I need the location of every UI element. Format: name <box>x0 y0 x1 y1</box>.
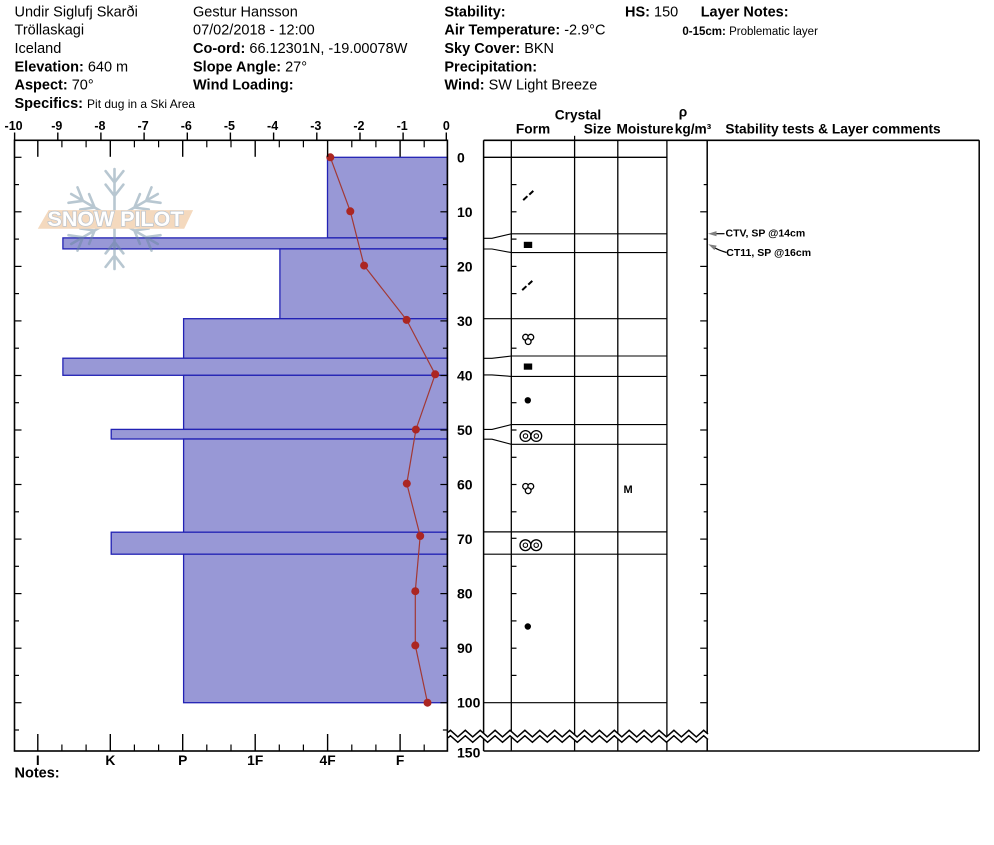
svg-text:-6: -6 <box>181 119 192 133</box>
svg-text:0: 0 <box>457 149 465 165</box>
svg-text:SNOW PILOT: SNOW PILOT <box>48 207 184 231</box>
svg-text:CT11, SP @16cm: CT11, SP @16cm <box>726 247 811 259</box>
svg-text:Stability tests & Layer commen: Stability tests & Layer comments <box>725 122 941 137</box>
svg-text:Specifics: Pit dug in a Ski Ar: Specifics: Pit dug in a Ski Area <box>15 96 196 112</box>
svg-text:Undir Siglufj Skarði: Undir Siglufj Skarði <box>15 4 138 20</box>
svg-text:Aspect: 70°: Aspect: 70° <box>15 78 94 94</box>
svg-text:HS: 150: HS: 150 <box>625 4 678 20</box>
svg-text:I: I <box>36 753 40 768</box>
svg-text:-4: -4 <box>267 119 278 133</box>
svg-text:-8: -8 <box>94 119 105 133</box>
svg-text:50: 50 <box>457 422 473 438</box>
svg-text:10: 10 <box>457 204 473 220</box>
svg-text:-5: -5 <box>224 119 235 133</box>
svg-text:Size: Size <box>584 122 612 137</box>
svg-text:20: 20 <box>457 258 473 274</box>
svg-text:kg/m³: kg/m³ <box>675 122 712 137</box>
svg-text:100: 100 <box>457 695 481 711</box>
svg-text:M: M <box>624 484 633 496</box>
svg-text:Crystal: Crystal <box>555 108 601 123</box>
svg-text:F: F <box>396 753 404 768</box>
svg-text:Iceland: Iceland <box>15 41 62 57</box>
svg-text:07/02/2018 - 12:00: 07/02/2018 - 12:00 <box>193 23 315 39</box>
svg-text:Notes:: Notes: <box>15 766 60 782</box>
svg-text:Stability:: Stability: <box>444 4 505 20</box>
svg-text:Air Temperature: -2.9°C: Air Temperature: -2.9°C <box>444 23 605 39</box>
svg-text:1F: 1F <box>247 753 263 768</box>
svg-text:4F: 4F <box>320 753 336 768</box>
svg-text:Elevation: 640 m: Elevation: 640 m <box>15 59 129 75</box>
svg-text:-9: -9 <box>51 119 62 133</box>
svg-text:80: 80 <box>457 586 473 602</box>
svg-text:-7: -7 <box>138 119 149 133</box>
svg-text:-3: -3 <box>310 119 321 133</box>
svg-text:40: 40 <box>457 368 473 384</box>
svg-text:30: 30 <box>457 313 473 329</box>
svg-text:-1: -1 <box>397 119 408 133</box>
svg-text:70: 70 <box>457 531 473 547</box>
svg-text:60: 60 <box>457 477 473 493</box>
svg-text:K: K <box>105 753 115 768</box>
svg-text:Sky Cover: BKN: Sky Cover: BKN <box>444 41 554 57</box>
svg-text:150: 150 <box>457 744 481 760</box>
svg-text:Wind Loading:: Wind Loading: <box>193 78 294 94</box>
svg-text:Slope Angle: 27°: Slope Angle: 27° <box>193 59 307 75</box>
svg-text:0-15cm: Problematic layer: 0-15cm: Problematic layer <box>682 26 818 38</box>
svg-text:P: P <box>178 753 187 768</box>
svg-text:-10: -10 <box>5 119 23 133</box>
svg-text:Moisture: Moisture <box>616 122 673 137</box>
svg-text:90: 90 <box>457 640 473 656</box>
svg-text:Tröllaskagi: Tröllaskagi <box>15 23 85 39</box>
svg-text:CTV, SP @14cm: CTV, SP @14cm <box>726 227 806 239</box>
svg-text:Precipitation:: Precipitation: <box>444 59 537 75</box>
svg-text:Layer Notes:: Layer Notes: <box>701 4 789 20</box>
svg-text:0: 0 <box>443 119 450 133</box>
svg-text:Co-ord: 66.12301N, -19.00078W: Co-ord: 66.12301N, -19.00078W <box>193 41 408 57</box>
svg-text:ρ: ρ <box>679 105 687 120</box>
svg-text:-2: -2 <box>353 119 364 133</box>
svg-text:Wind: SW Light Breeze: Wind: SW Light Breeze <box>444 78 597 94</box>
svg-text:Form: Form <box>516 122 550 137</box>
svg-text:Gestur Hansson: Gestur Hansson <box>193 4 298 20</box>
